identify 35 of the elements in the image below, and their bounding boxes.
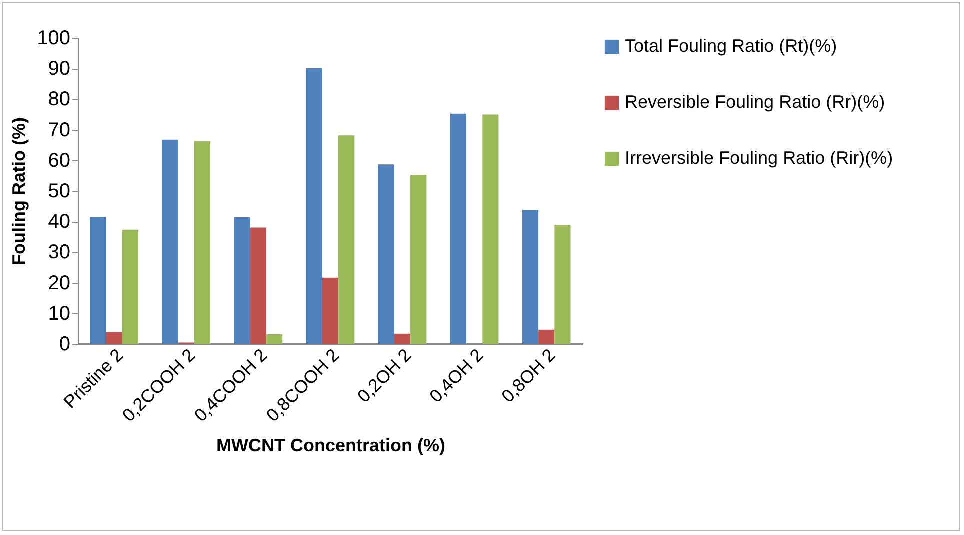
bar	[322, 278, 339, 344]
bar	[266, 334, 283, 344]
y-tick-label: 100	[37, 28, 70, 50]
bar	[194, 141, 211, 344]
bar	[378, 164, 394, 344]
y-tick-label: 70	[48, 119, 70, 142]
legend-label: Reversible Fouling Ratio (Rr)(%)	[625, 92, 886, 112]
y-tick-label: 80	[48, 88, 70, 111]
y-tick-label: 50	[48, 180, 70, 202]
y-tick-label: 40	[48, 211, 70, 234]
bar	[450, 114, 467, 344]
bar	[522, 210, 539, 344]
legend-label: Irreversible Fouling Ratio (Rir)(%)	[625, 148, 894, 168]
y-tick-label: 30	[48, 242, 70, 264]
bar	[394, 334, 411, 344]
bar	[538, 330, 555, 344]
y-tick-label: 60	[48, 150, 70, 172]
x-axis-title: MWCNT Concentration (%)	[216, 436, 446, 456]
bar	[410, 175, 427, 344]
bar	[338, 136, 355, 344]
bar	[106, 332, 122, 344]
y-tick-label: 90	[48, 58, 70, 80]
y-tick-label: 20	[48, 272, 70, 294]
bar	[554, 224, 571, 344]
bar	[234, 217, 250, 344]
bar	[482, 114, 499, 344]
bar	[250, 228, 267, 344]
bar	[162, 140, 178, 344]
legend-label: Total Fouling Ratio (Rt)(%)	[625, 36, 838, 56]
bar	[90, 217, 106, 344]
y-tick-label: 0	[59, 334, 70, 356]
bar	[306, 68, 322, 344]
y-tick-label: 10	[48, 302, 70, 325]
y-axis-title: Fouling Ratio (%)	[9, 118, 30, 266]
bar	[122, 230, 139, 344]
